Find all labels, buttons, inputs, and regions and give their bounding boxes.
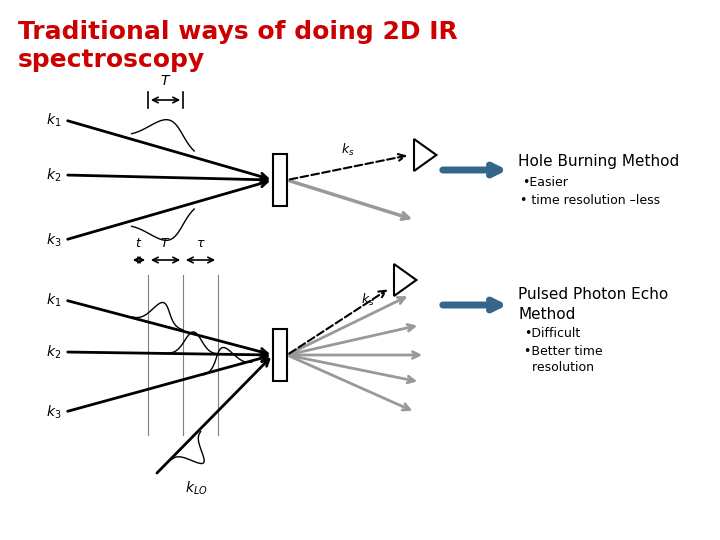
Text: $T$: $T$ <box>161 237 171 250</box>
Text: Hole Burning Method: Hole Burning Method <box>518 154 679 169</box>
Text: • time resolution –less: • time resolution –less <box>520 194 660 207</box>
Text: resolution: resolution <box>524 361 594 374</box>
Text: Pulsed Photon Echo: Pulsed Photon Echo <box>518 287 668 302</box>
Text: spectroscopy: spectroscopy <box>18 48 205 72</box>
Text: $k_3$: $k_3$ <box>45 403 61 421</box>
Text: $k_2$: $k_2$ <box>46 343 61 361</box>
Text: $k_3$: $k_3$ <box>45 231 61 249</box>
Text: Method: Method <box>518 307 575 322</box>
Text: Traditional ways of doing 2D IR: Traditional ways of doing 2D IR <box>18 20 458 44</box>
Text: •Difficult: •Difficult <box>524 327 580 340</box>
Text: $\tau$: $\tau$ <box>196 237 205 250</box>
Text: $k_s$: $k_s$ <box>361 292 375 308</box>
Text: $t$: $t$ <box>135 237 143 250</box>
Text: $k_1$: $k_1$ <box>45 111 61 129</box>
Text: $T$: $T$ <box>160 74 171 88</box>
Text: $k_s$: $k_s$ <box>341 142 355 158</box>
Text: $k_2$: $k_2$ <box>46 166 61 184</box>
Text: •Better time: •Better time <box>524 345 603 358</box>
Text: $k_1$: $k_1$ <box>45 291 61 309</box>
Text: $k_{LO}$: $k_{LO}$ <box>185 480 208 497</box>
Text: •Easier: •Easier <box>522 176 568 189</box>
Bar <box>273 154 287 206</box>
Bar <box>273 329 287 381</box>
